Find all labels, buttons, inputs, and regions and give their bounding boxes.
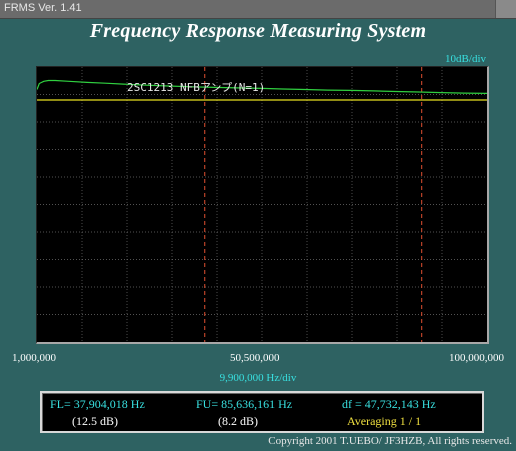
frequency-response-chart: 2SC1213 NFBアンプ(N=1) bbox=[37, 67, 487, 342]
fu-frequency: FU= 85,636,161 Hz bbox=[196, 397, 293, 411]
app-title: Frequency Response Measuring System bbox=[89, 20, 427, 42]
frequency-markers bbox=[204, 67, 423, 342]
fl-frequency: FL= 37,904,018 Hz bbox=[50, 397, 145, 411]
window-control-button[interactable] bbox=[495, 0, 516, 18]
y-scale-label: 10dB/div bbox=[445, 53, 486, 65]
plot-area: 2SC1213 NFBアンプ(N=1) bbox=[36, 66, 489, 344]
fu-level: (8.2 dB) bbox=[218, 414, 258, 428]
x-tick-label: 100,000,000 bbox=[449, 352, 504, 364]
fl-level: (12.5 dB) bbox=[72, 414, 118, 428]
grid-lines bbox=[37, 67, 487, 342]
response-trace bbox=[37, 79, 487, 94]
copyright-notice: Copyright 2001 T.UEBO/ JF3HZB, All right… bbox=[268, 435, 512, 447]
measurement-readout-panel: FL= 37,904,018 Hz (12.5 dB) FU= 85,636,1… bbox=[40, 391, 484, 433]
window-title: FRMS Ver. 1.41 bbox=[4, 2, 82, 14]
averaging-status: Averaging 1 / 1 bbox=[347, 414, 422, 428]
x-tick-label: 1,000,000 bbox=[12, 352, 56, 364]
trace-label: 2SC1213 NFBアンプ(N=1) bbox=[127, 81, 265, 94]
df-bandwidth: df = 47,732,143 Hz bbox=[342, 397, 436, 411]
x-scale-label: 9,900,000 Hz/div bbox=[219, 372, 297, 384]
window-titlebar[interactable]: FRMS Ver. 1.41 bbox=[0, 0, 516, 19]
x-tick-label: 50,500,000 bbox=[230, 352, 280, 364]
